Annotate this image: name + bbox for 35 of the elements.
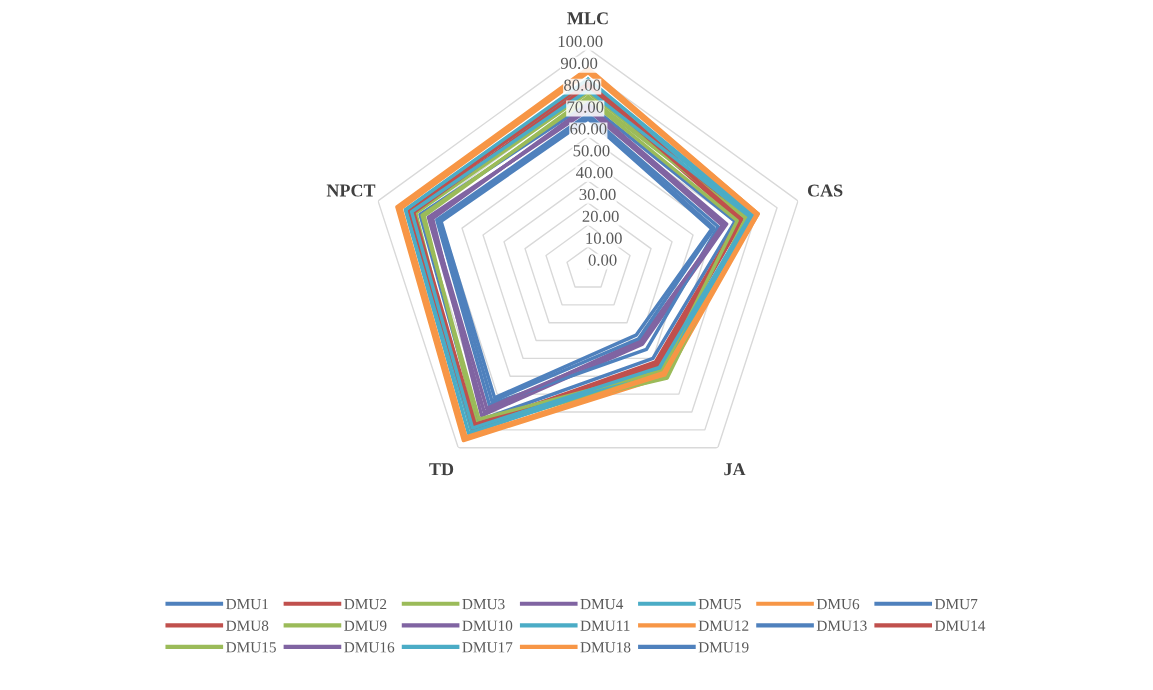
legend-label: DMU4 <box>580 599 624 610</box>
y-tick-label: 80.00 <box>564 79 601 91</box>
legend-label: DMU13 <box>816 620 867 631</box>
y-tick-label: 30.00 <box>579 188 616 201</box>
legend-label: DMU2 <box>344 599 387 610</box>
legend-label: DMU10 <box>462 620 513 631</box>
y-tick-label: 40.00 <box>576 167 613 179</box>
legend-label: DMU18 <box>580 642 631 653</box>
y-tick-label: 100.00 <box>558 35 603 48</box>
y-tick-label: 70.00 <box>567 101 604 113</box>
legend-label: DMU15 <box>226 642 276 653</box>
spoke-label: TD <box>429 463 454 476</box>
spoke-label: JA <box>724 463 746 476</box>
y-tick-label: 20.00 <box>582 210 619 223</box>
legend-label: DMU7 <box>934 599 978 610</box>
spoke-label: NPCT <box>326 184 376 197</box>
legend-label: DMU16 <box>344 642 395 653</box>
legend-label: DMU17 <box>462 642 513 653</box>
y-tick-label: 90.00 <box>560 57 598 69</box>
y-tick-label: 60.00 <box>570 123 607 135</box>
y-tick-label: 10.00 <box>586 232 622 244</box>
legend-label: DMU8 <box>226 620 269 631</box>
y-tick-label: 50.00 <box>573 145 610 157</box>
legend-label: DMU1 <box>226 599 268 610</box>
legend-label: DMU11 <box>580 620 630 631</box>
legend-label: DMU3 <box>462 599 505 610</box>
legend-label: DMU5 <box>698 599 741 610</box>
spoke-label: MLC <box>567 12 608 25</box>
legend-label: DMU14 <box>934 620 986 631</box>
legend-label: DMU6 <box>816 599 860 610</box>
spoke-label: CAS <box>807 184 843 197</box>
legend-label: DMU19 <box>698 642 749 653</box>
y-tick-label: 0.00 <box>588 254 617 266</box>
legend-label: DMU9 <box>344 620 387 631</box>
legend-label: DMU12 <box>698 620 749 631</box>
